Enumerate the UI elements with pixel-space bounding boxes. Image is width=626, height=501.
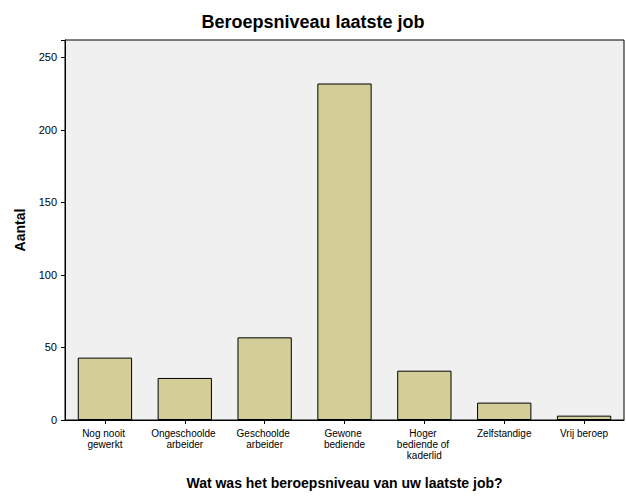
svg-text:gewerkt: gewerkt: [87, 439, 122, 450]
svg-text:Vrij beroep: Vrij beroep: [560, 428, 608, 439]
svg-text:bediende of: bediende of: [397, 439, 452, 450]
svg-text:Zelfstandige: Zelfstandige: [477, 428, 532, 439]
svg-text:bediende: bediende: [324, 439, 366, 450]
svg-text:Hoger: Hoger: [409, 428, 439, 439]
svg-text:100: 100: [39, 269, 57, 281]
svg-text:200: 200: [39, 124, 57, 136]
svg-text:Ongeschoolde: Ongeschoolde: [151, 428, 218, 439]
svg-text:Beroepsniveau laatste job: Beroepsniveau laatste job: [201, 12, 424, 32]
svg-text:50: 50: [45, 341, 57, 353]
svg-text:Wat was het beroepsniveau van: Wat was het beroepsniveau van uw laatste…: [186, 475, 502, 491]
svg-text:0: 0: [51, 414, 57, 426]
svg-text:250: 250: [39, 51, 57, 63]
svg-text:Geschoolde: Geschoolde: [237, 428, 293, 439]
svg-text:arbeider: arbeider: [246, 439, 283, 450]
svg-text:150: 150: [39, 196, 57, 208]
svg-text:Gewone: Gewone: [324, 428, 364, 439]
svg-text:arbeider: arbeider: [166, 439, 203, 450]
svg-text:Nog nooit: Nog nooit: [82, 428, 128, 439]
svg-text:Aantal: Aantal: [12, 209, 28, 252]
svg-text:kaderlid: kaderlid: [407, 450, 442, 461]
